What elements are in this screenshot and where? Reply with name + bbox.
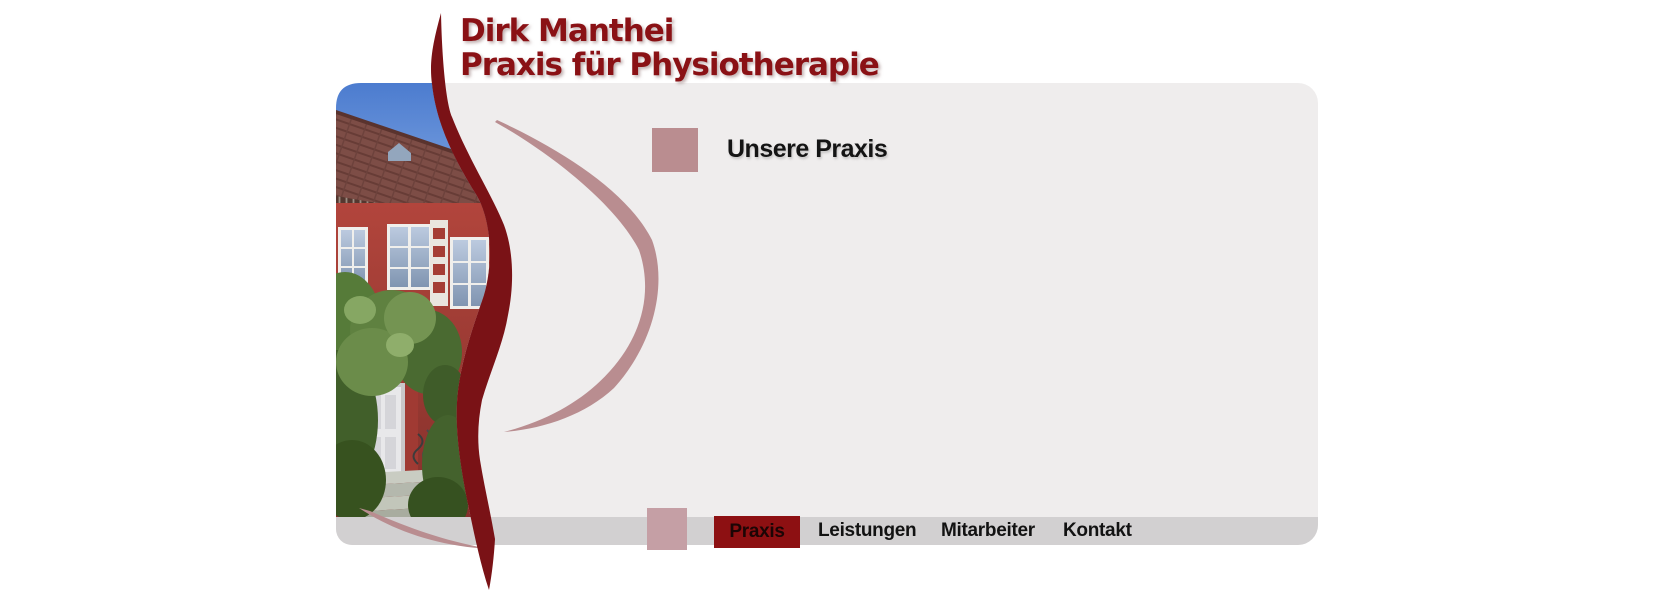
nav-item-mitarbeiter[interactable]: Mitarbeiter [941,520,1035,541]
logo-subtitle: Praxis für Physiotherapie [460,47,880,83]
decorative-square-top [652,128,698,172]
nav-item-praxis[interactable]: Praxis [714,516,800,548]
page-title: Unsere Praxis [727,135,888,163]
nav-item-leistungen[interactable]: Leistungen [818,520,917,541]
site-logo: Dirk Manthei Praxis für Physiotherapie [460,13,880,83]
nav-item-kontakt[interactable]: Kontakt [1063,520,1132,541]
decorative-square-bottom [647,508,687,550]
logo-name: Dirk Manthei [460,13,674,49]
